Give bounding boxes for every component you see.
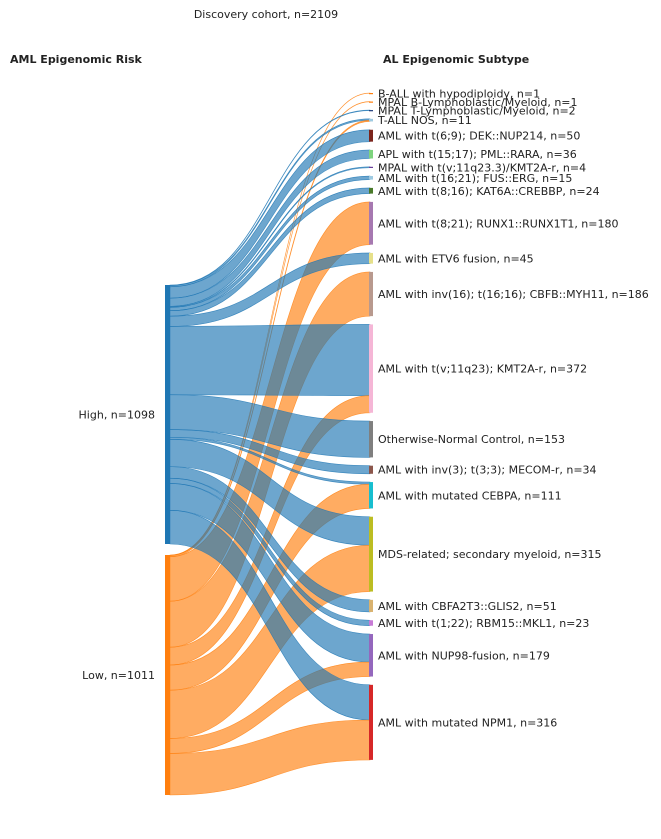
target-label-13: Otherwise-Normal Control, n=153 [378,433,565,446]
target-node-10 [369,252,373,264]
source-label-high: High, n=1098 [79,409,155,422]
target-node-13 [369,421,373,458]
target-label-8: AML with t(8;16); KAT6A::CREBBP, n=24 [378,185,600,198]
target-label-12: AML with t(v;11q23); KMT2A-r, n=372 [378,363,587,376]
target-label-15: AML with mutated CEBPA, n=111 [378,489,562,502]
source-node-low [165,555,170,795]
target-label-14: AML with inv(3); t(3;3); MECOM-r, n=34 [378,464,597,477]
target-node-14 [369,465,373,474]
target-label-4: AML with t(6;9); DEK::NUP214, n=50 [378,130,580,143]
target-label-3: T-ALL NOS, n=11 [377,114,472,127]
target-node-3 [369,118,373,122]
target-node-11 [369,271,373,317]
target-label-16: MDS-related; secondary myeloid, n=315 [378,548,602,561]
target-label-10: AML with ETV6 fusion, n=45 [378,252,534,265]
target-node-2 [369,110,373,112]
link-high-8 [169,187,371,317]
target-label-18: AML with t(1;22); RBM15::MKL1, n=23 [378,617,589,630]
link-high-10 [169,252,371,327]
target-node-17 [369,599,373,612]
link-high-5 [169,149,371,307]
target-node-15 [369,482,373,509]
target-label-5: APL with t(15;17); PML::RARA, n=36 [378,148,577,161]
link-high-17 [169,466,371,613]
target-label-0: B-ALL with hypodiploidy, n=1 [378,88,540,101]
target-node-5 [369,149,373,159]
target-node-4 [369,129,373,142]
target-node-9 [369,201,373,245]
target-node-20 [369,684,373,760]
target-label-19: AML with NUP98-fusion, n=179 [378,649,550,662]
sankey-links [169,92,371,796]
target-node-18 [369,620,373,626]
source-label-low: Low, n=1011 [82,669,155,682]
link-low-15 [169,483,371,691]
target-label-17: AML with CBFA2T3::GLIS2, n=51 [378,600,557,613]
source-node-high [165,285,170,544]
right-column-header: AL Epigenomic Subtype [383,53,529,66]
target-node-7 [369,176,373,180]
target-label-6: MPAL with t(v;11q23.3)/KMT2A-r, n=4 [378,161,586,174]
link-low-20 [169,719,371,796]
chart-title: Discovery cohort, n=2109 [194,8,338,21]
target-label-7: AML with t(16;21); FUS::ERG, n=15 [378,172,572,185]
target-label-11: AML with inv(16); t(16;16); CBFB::MYH11,… [378,288,649,301]
left-column-header: AML Epigenomic Risk [10,53,143,66]
target-node-12 [369,324,373,413]
target-label-2: MPAL T-Lymphoblastic/Myeloid, n=2 [378,105,576,118]
target-label-20: AML with mutated NPM1, n=316 [378,716,557,729]
sankey-nodes [165,93,373,795]
target-node-19 [369,634,373,677]
target-node-1 [369,101,373,103]
target-node-0 [369,93,373,95]
link-high-12 [169,324,371,396]
target-node-6 [369,166,373,168]
sankey-labels: High, n=1098 Low, n=1011 B-ALL with hypodi… [79,88,649,730]
target-label-9: AML with t(8;21); RUNX1::RUNX1T1, n=180 [378,217,619,230]
target-node-8 [369,187,373,194]
target-node-16 [369,516,373,592]
target-label-1: MPAL B-Lymphoblastic/Myeloid, n=1 [378,96,578,109]
